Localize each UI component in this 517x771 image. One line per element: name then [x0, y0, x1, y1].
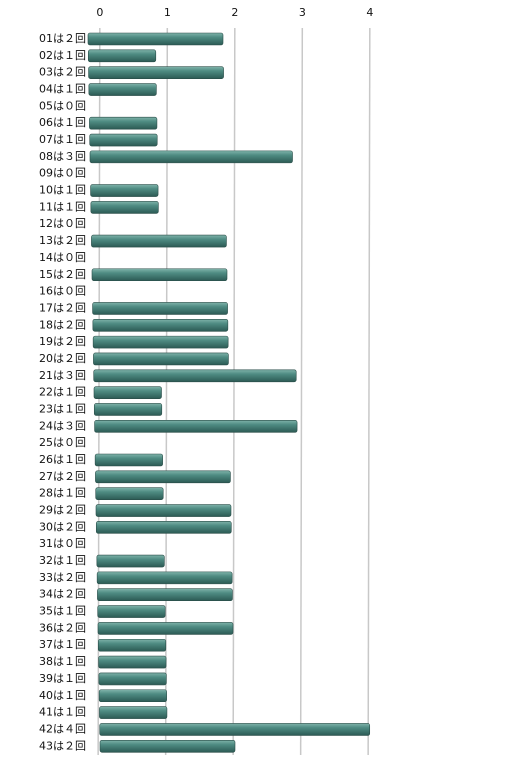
bar — [98, 655, 167, 669]
bar — [89, 133, 158, 147]
y-tick-label: 14は０回 — [39, 251, 86, 264]
y-tick-label: 42は４回 — [39, 722, 86, 735]
bar — [92, 302, 228, 315]
y-tick-label: 29は２回 — [39, 504, 86, 517]
bar — [99, 706, 168, 719]
bar — [93, 386, 162, 399]
y-tick-label: 31は０回 — [39, 537, 86, 550]
y-tick-label: 11は１回 — [39, 200, 86, 213]
x-tick-label: 2 — [231, 6, 238, 19]
y-tick-label: 37は１回 — [39, 638, 86, 651]
y-tick-label: 33は２回 — [39, 571, 86, 584]
y-tick-label: 03は２回 — [39, 66, 86, 79]
bar — [91, 268, 228, 282]
y-tick-label: 10は１回 — [39, 184, 86, 197]
y-tick-label: 35は１回 — [39, 605, 86, 618]
bar — [95, 504, 232, 517]
bar — [98, 689, 167, 703]
bar — [89, 116, 158, 130]
bar — [99, 739, 236, 753]
y-tick-label: 36は２回 — [39, 621, 86, 634]
y-tick-label: 23は１回 — [39, 402, 86, 415]
y-tick-label: 05は０回 — [39, 99, 86, 112]
bar — [93, 352, 229, 366]
grid-line — [299, 27, 304, 756]
bar — [97, 638, 167, 652]
y-tick-label: 41は１回 — [39, 706, 86, 719]
bar — [99, 723, 371, 736]
y-tick-label: 38は１回 — [39, 655, 86, 668]
bar — [95, 470, 231, 484]
y-tick-label: 06は１回 — [39, 116, 86, 129]
y-tick-label: 27は２回 — [39, 470, 86, 483]
y-tick-label: 39は１回 — [39, 672, 86, 685]
y-tick-label: 18は２回 — [39, 318, 86, 331]
y-tick-label: 20は２回 — [39, 352, 86, 365]
y-tick-label: 09は０回 — [39, 167, 86, 180]
x-tick-label: 3 — [299, 6, 306, 19]
grid-line — [367, 27, 371, 756]
y-tick-label: 16は０回 — [39, 285, 86, 298]
y-tick-label: 07は１回 — [39, 133, 86, 146]
bar — [97, 622, 234, 635]
bar — [98, 672, 167, 686]
bar — [90, 184, 159, 197]
bar — [89, 150, 293, 164]
y-tick-label: 32は１回 — [39, 554, 86, 567]
y-tick-label: 19は２回 — [39, 335, 86, 348]
y-tick-label: 34は２回 — [39, 588, 86, 601]
y-tick-label: 30は２回 — [39, 520, 86, 533]
y-tick-label: 15は２回 — [39, 268, 86, 281]
y-tick-label: 12は０回 — [39, 217, 86, 230]
y-tick-label: 22は１回 — [39, 386, 86, 399]
bar — [92, 318, 229, 332]
y-tick-label: 24は３回 — [39, 419, 86, 432]
y-tick-label: 13は２回 — [39, 234, 86, 247]
bar — [87, 49, 157, 63]
y-tick-label: 01は２回 — [39, 32, 86, 45]
y-tick-label: 25は０回 — [39, 436, 86, 449]
bar — [96, 571, 233, 585]
bar — [92, 335, 229, 349]
bar — [94, 420, 298, 433]
bar — [95, 487, 164, 500]
bar — [88, 83, 157, 96]
y-tick-label: 40は１回 — [39, 689, 86, 702]
y-tick-label: 04は１回 — [39, 83, 86, 96]
y-tick-label: 26は１回 — [39, 453, 86, 466]
bar — [87, 32, 224, 46]
bar — [91, 234, 227, 248]
bar — [93, 403, 163, 416]
bar — [94, 453, 163, 467]
y-tick-label: 21は３回 — [39, 369, 86, 382]
grid-line — [232, 27, 236, 756]
bar — [97, 605, 166, 618]
bar — [95, 521, 232, 534]
bar — [93, 369, 297, 383]
y-tick-label: 43は２回 — [39, 739, 86, 752]
x-tick-label: 4 — [366, 6, 373, 19]
bar — [90, 201, 159, 214]
x-tick-label: 0 — [96, 6, 103, 19]
x-tick-label: 1 — [164, 6, 171, 19]
y-tick-label: 17は２回 — [39, 301, 86, 314]
bar — [88, 66, 224, 79]
y-tick-label: 08は３回 — [39, 150, 86, 163]
y-tick-label: 02は１回 — [39, 49, 86, 62]
bar — [97, 588, 233, 602]
y-tick-label: 28は１回 — [39, 487, 86, 500]
bar — [96, 554, 165, 568]
